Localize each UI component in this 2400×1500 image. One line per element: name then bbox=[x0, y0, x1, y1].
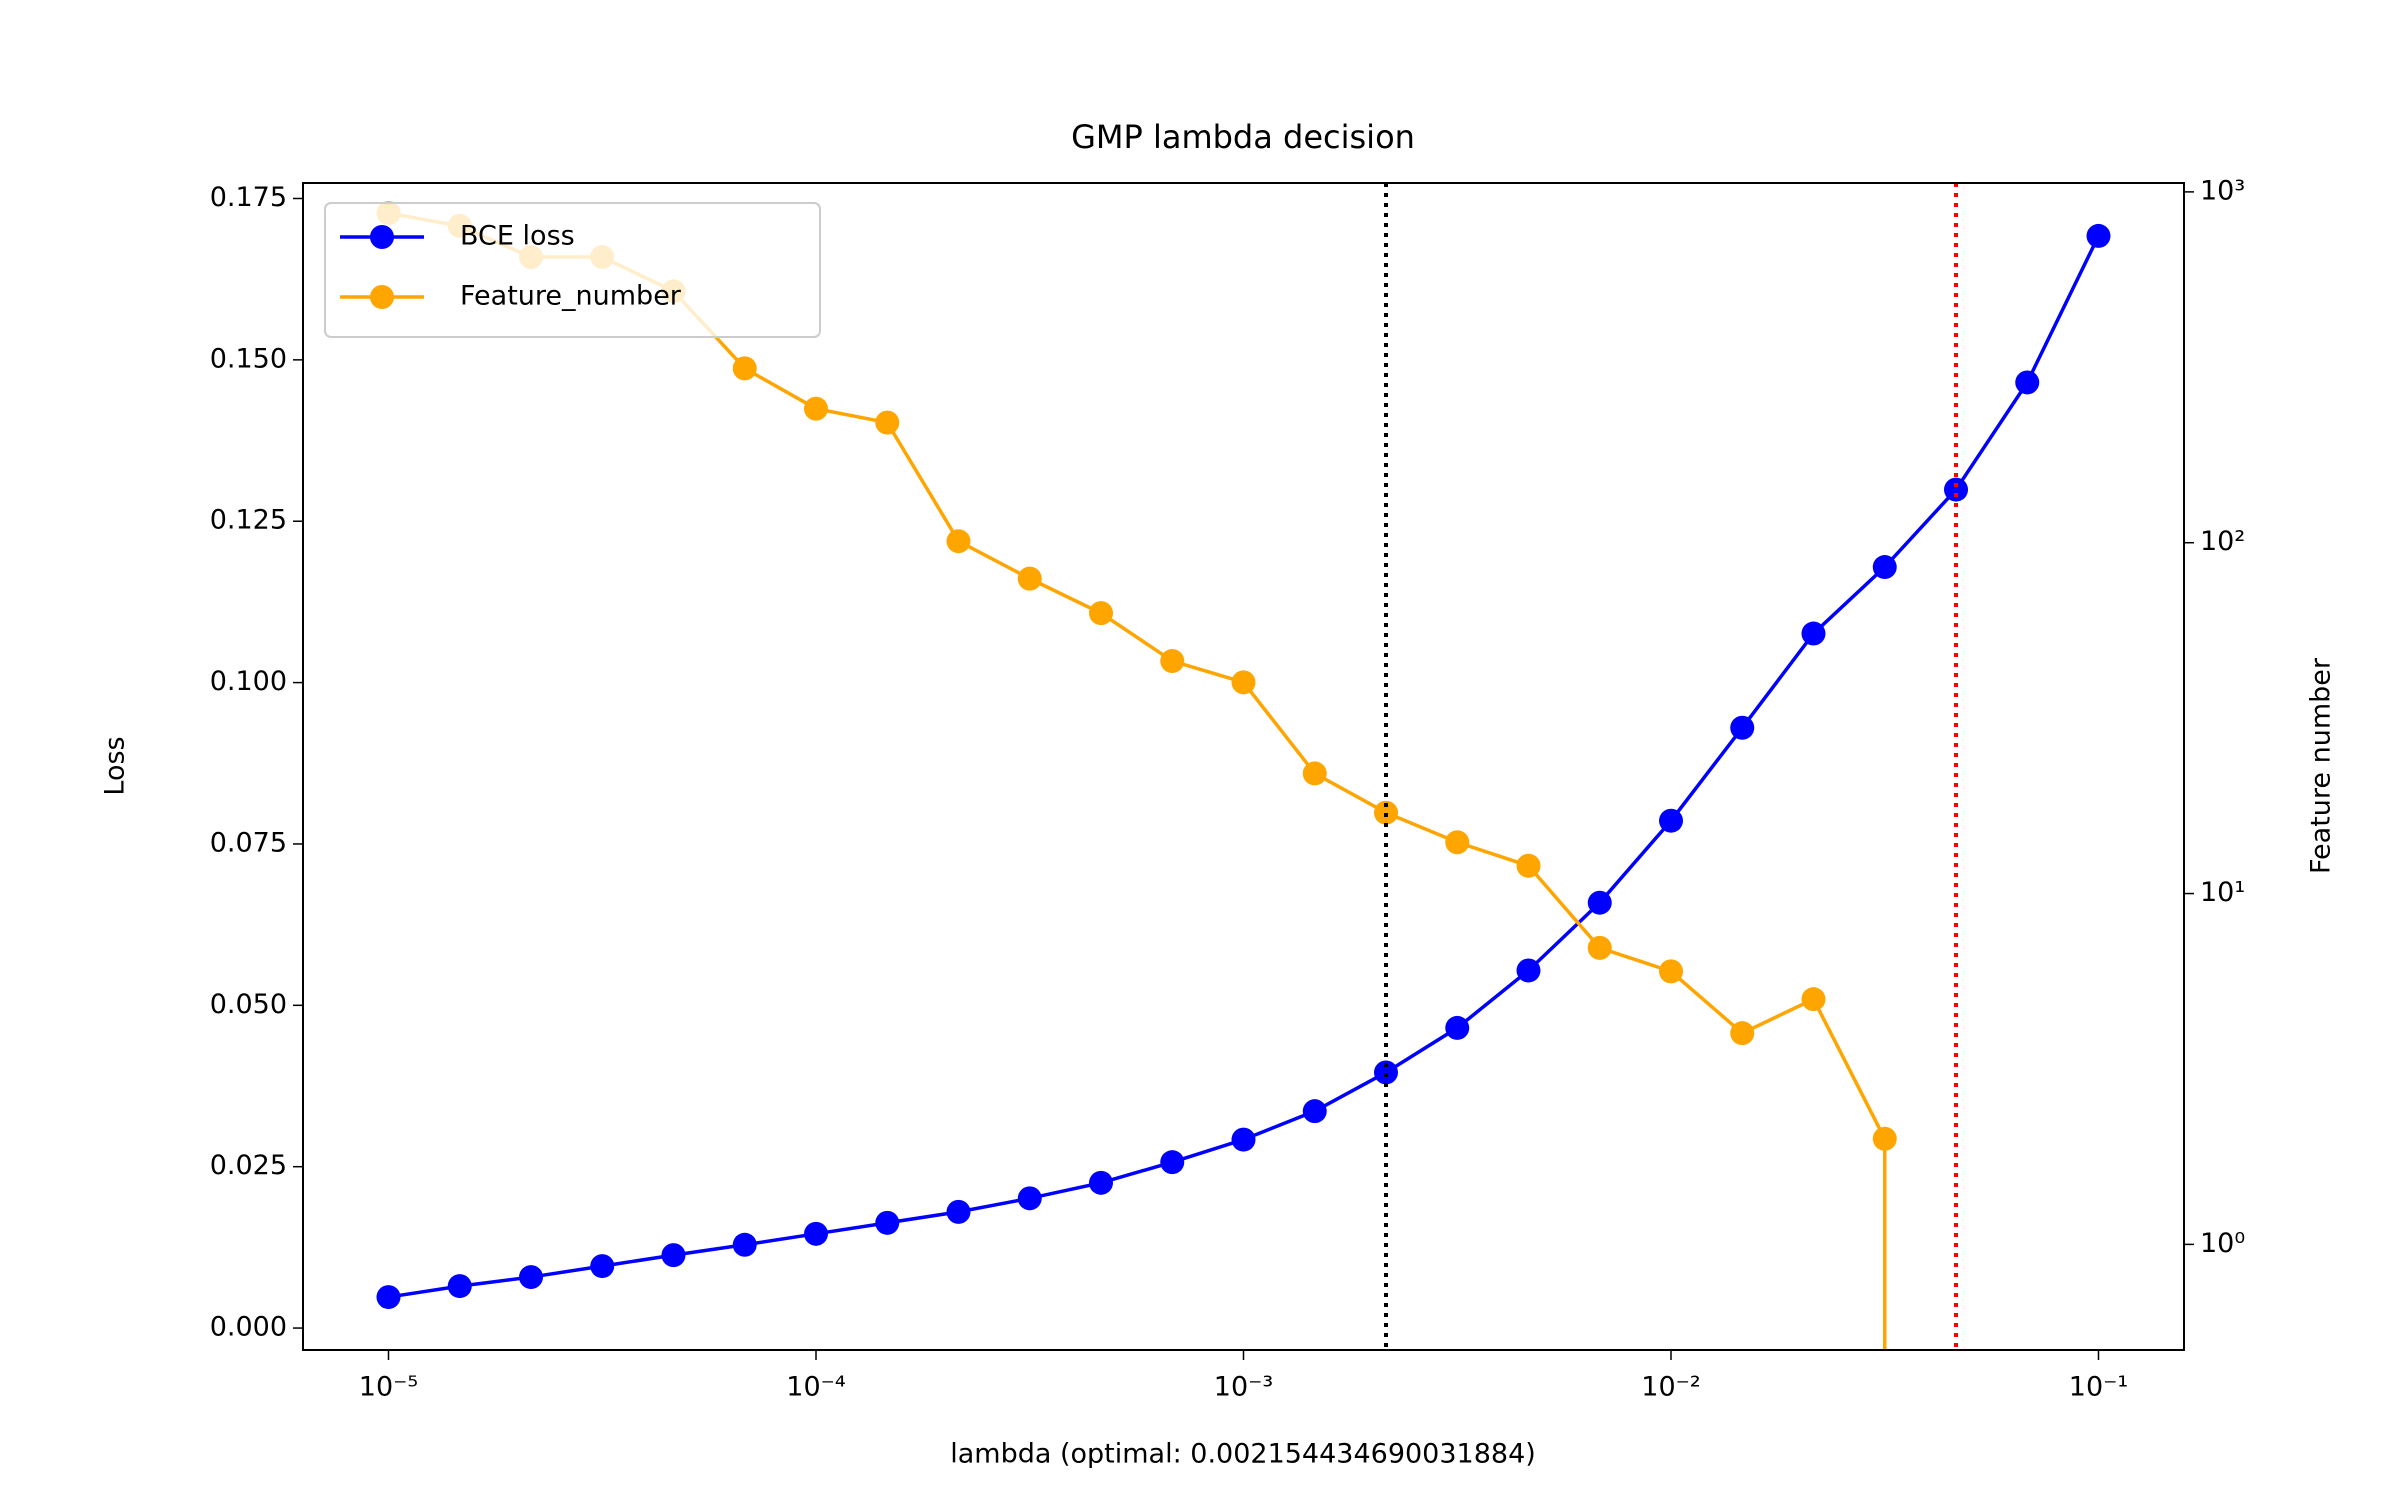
series-marker bbox=[1801, 987, 1826, 1012]
series-marker bbox=[1516, 853, 1541, 878]
plot-area bbox=[376, 201, 2111, 1350]
series-marker bbox=[1872, 555, 1897, 580]
y-tick-label: 0.125 bbox=[210, 505, 287, 536]
chart-title: GMP lambda decision bbox=[1071, 118, 1415, 156]
x-tick-label: 10⁻⁴ bbox=[786, 1372, 845, 1403]
series-marker bbox=[1231, 670, 1256, 695]
series-marker bbox=[1017, 1186, 1042, 1211]
series-marker bbox=[1088, 601, 1113, 626]
series-marker bbox=[1302, 761, 1327, 786]
series-marker bbox=[1658, 808, 1683, 833]
x-tick-label: 10⁻⁵ bbox=[359, 1372, 418, 1403]
y2-tick-label: 10² bbox=[2200, 526, 2245, 557]
series-marker bbox=[376, 1285, 401, 1310]
series-marker bbox=[1160, 1150, 1185, 1175]
series-marker bbox=[946, 1199, 971, 1224]
series-marker bbox=[1445, 830, 1470, 855]
y2-tick-label: 10¹ bbox=[2200, 877, 2245, 908]
series-marker bbox=[875, 410, 900, 435]
y2-tick-label: 10³ bbox=[2200, 175, 2245, 206]
x-tick-label: 10⁻³ bbox=[1214, 1372, 1273, 1403]
series-marker bbox=[1587, 935, 1612, 960]
x-axis-label: lambda (optimal: 0.002154434690031884) bbox=[950, 1439, 1536, 1470]
series-marker bbox=[2086, 223, 2111, 248]
series-marker bbox=[1658, 959, 1683, 984]
y-tick-label: 0.075 bbox=[210, 827, 287, 858]
series-marker bbox=[1730, 1021, 1755, 1046]
series-marker bbox=[1373, 800, 1398, 825]
legend-box bbox=[324, 202, 821, 338]
legend-label: Feature_number bbox=[460, 281, 682, 312]
series-marker bbox=[803, 396, 828, 421]
y-tick-label: 0.175 bbox=[210, 182, 287, 213]
series-line bbox=[388, 211, 1887, 1140]
series-marker bbox=[1302, 1099, 1327, 1124]
series-marker bbox=[661, 1243, 686, 1268]
y-tick-label: 0.150 bbox=[210, 343, 287, 374]
series-marker bbox=[518, 1265, 543, 1290]
x-tick-label: 10⁻² bbox=[1641, 1372, 1700, 1403]
y-tick-label: 0.100 bbox=[210, 666, 287, 697]
y-tick-label: 0.025 bbox=[210, 1150, 287, 1181]
series-marker bbox=[732, 1232, 757, 1257]
y-tick-label: 0.000 bbox=[210, 1312, 287, 1343]
series-marker bbox=[1872, 1126, 1897, 1151]
series-marker bbox=[590, 1254, 615, 1279]
series-marker bbox=[1231, 1127, 1256, 1152]
series-marker bbox=[1516, 958, 1541, 983]
series-marker bbox=[875, 1210, 900, 1235]
series-marker bbox=[1801, 621, 1826, 646]
series-marker bbox=[2015, 370, 2040, 395]
series-marker bbox=[447, 1274, 472, 1299]
plot-frame bbox=[302, 182, 2185, 1351]
series-marker bbox=[1445, 1015, 1470, 1040]
legend-marker bbox=[370, 225, 394, 249]
legend-label: BCE loss bbox=[460, 221, 575, 252]
series-marker bbox=[803, 1221, 828, 1246]
y-tick-label: 0.050 bbox=[210, 989, 287, 1020]
legend-marker bbox=[370, 285, 394, 309]
series-marker bbox=[1160, 649, 1185, 674]
series-marker bbox=[732, 356, 757, 381]
y2-tick-label: 10⁰ bbox=[2200, 1228, 2245, 1259]
x-tick-label: 10⁻¹ bbox=[2069, 1372, 2128, 1403]
y-axis-label: Loss bbox=[100, 736, 131, 795]
series-marker bbox=[1088, 1170, 1113, 1195]
series-marker bbox=[1730, 715, 1755, 740]
series-marker bbox=[1943, 477, 1968, 502]
series-marker bbox=[1017, 566, 1042, 591]
y2-axis-label: Feature number bbox=[2306, 657, 2337, 874]
series-marker bbox=[1373, 1060, 1398, 1085]
series-marker bbox=[1587, 890, 1612, 915]
series-marker bbox=[946, 529, 971, 554]
